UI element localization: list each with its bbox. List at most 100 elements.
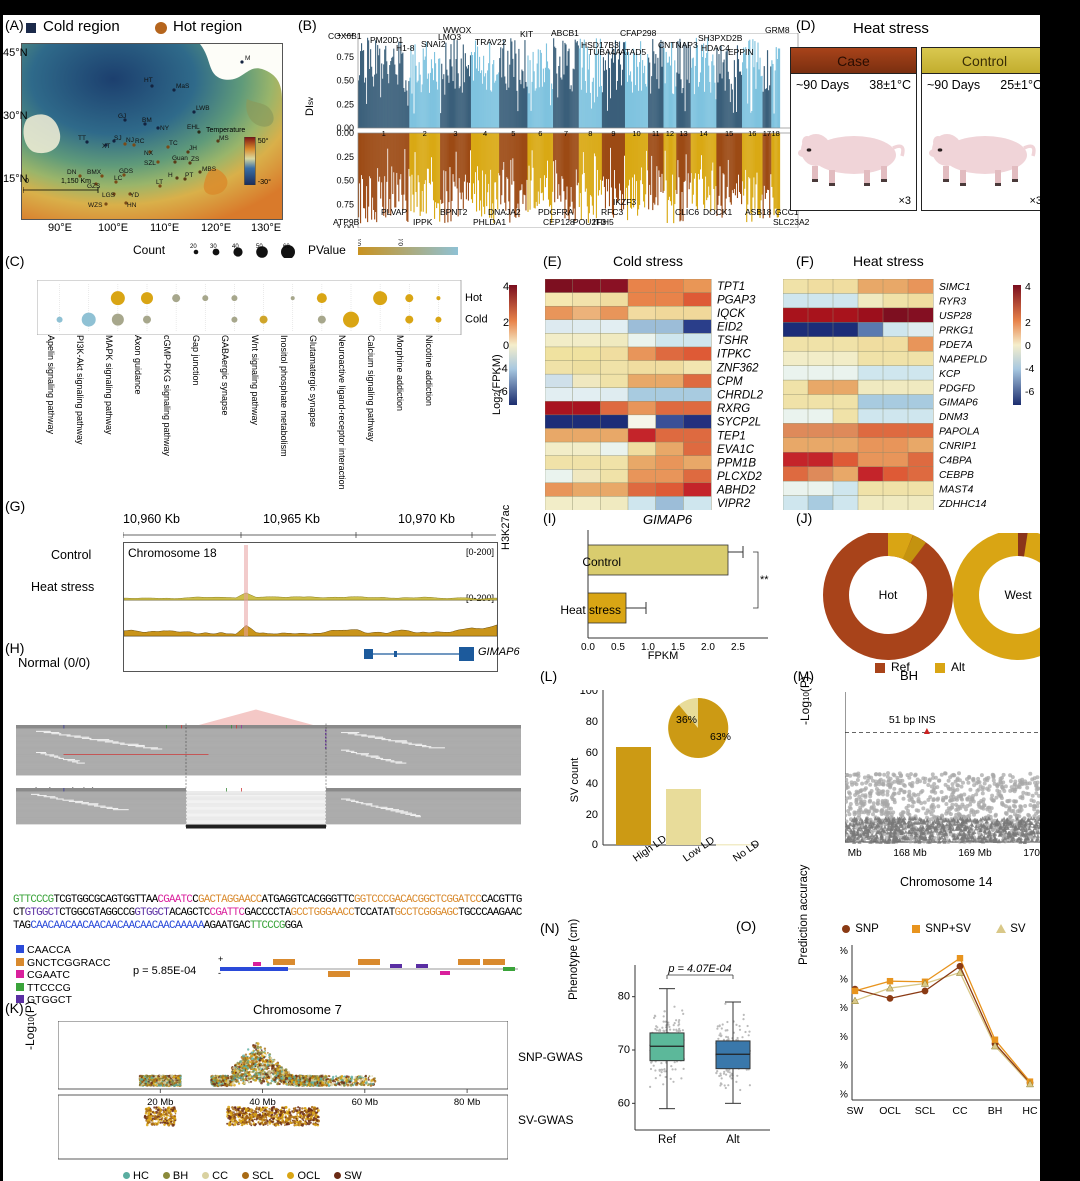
svg-text:PT: PT bbox=[185, 172, 193, 179]
svg-text:CEBPB: CEBPB bbox=[939, 470, 974, 481]
svg-text:FPKM: FPKM bbox=[648, 650, 679, 660]
svg-text:50: 50 bbox=[256, 244, 263, 250]
svg-text:HN: HN bbox=[127, 202, 137, 209]
svg-text:80 Mb: 80 Mb bbox=[454, 1097, 480, 1108]
svg-text:Hot: Hot bbox=[879, 588, 898, 602]
svg-text:0.0: 0.0 bbox=[581, 642, 595, 653]
svg-text:C4BPA: C4BPA bbox=[939, 455, 972, 466]
svg-text:0.50: 0.50 bbox=[336, 176, 354, 186]
svg-text:PDGFD: PDGFD bbox=[939, 383, 976, 394]
svg-text:YD: YD bbox=[130, 192, 139, 199]
svg-text:0.75: 0.75 bbox=[336, 199, 354, 209]
svg-text:0.5: 0.5 bbox=[611, 642, 625, 653]
svg-text:15: 15 bbox=[725, 129, 733, 138]
svg-text:PAPOLA: PAPOLA bbox=[939, 427, 980, 438]
svg-text:LC: LC bbox=[114, 175, 123, 182]
svg-text:+: + bbox=[218, 954, 223, 964]
svg-text:TSHR: TSHR bbox=[717, 335, 748, 347]
svg-text:ZS: ZS bbox=[191, 156, 200, 163]
svg-text:Guan: Guan bbox=[172, 155, 188, 162]
svg-text:0.25: 0.25 bbox=[336, 152, 354, 162]
svg-text:13: 13 bbox=[679, 129, 687, 138]
svg-text:TEP1: TEP1 bbox=[717, 430, 746, 442]
svg-text:SYCP2L: SYCP2L bbox=[717, 417, 761, 429]
svg-text:11: 11 bbox=[652, 129, 660, 138]
svg-text:XT: XT bbox=[102, 143, 110, 150]
svg-text:9: 9 bbox=[611, 129, 615, 138]
svg-text:West: West bbox=[1004, 588, 1032, 602]
svg-text:Cold: Cold bbox=[465, 314, 488, 326]
svg-text:MAST4: MAST4 bbox=[939, 484, 974, 495]
svg-text:ZDHHC14: ZDHHC14 bbox=[938, 499, 987, 510]
svg-text:50°: 50° bbox=[258, 137, 269, 145]
svg-text:GJ: GJ bbox=[118, 113, 126, 120]
svg-text:ZNF362: ZNF362 bbox=[716, 362, 759, 374]
svg-text:60: 60 bbox=[283, 244, 290, 250]
svg-text:10: 10 bbox=[632, 129, 640, 138]
svg-text:6: 6 bbox=[538, 129, 542, 138]
svg-text:RXRG: RXRG bbox=[717, 403, 750, 415]
svg-text:SJ: SJ bbox=[114, 135, 122, 142]
svg-text:8: 8 bbox=[588, 129, 592, 138]
svg-text:60 Mb: 60 Mb bbox=[352, 1097, 378, 1108]
svg-text:TPT1: TPT1 bbox=[717, 281, 745, 293]
svg-text:EID2: EID2 bbox=[717, 322, 743, 334]
svg-text:4: 4 bbox=[483, 129, 487, 138]
svg-text:IQCK: IQCK bbox=[717, 308, 746, 320]
svg-text:NX: NX bbox=[144, 150, 154, 157]
svg-text:0.25: 0.25 bbox=[336, 99, 354, 109]
svg-text:BM: BM bbox=[142, 117, 152, 124]
svg-text:0.001: 0.001 bbox=[358, 239, 363, 246]
svg-text:7: 7 bbox=[564, 129, 568, 138]
svg-text:20: 20 bbox=[190, 244, 197, 250]
svg-text:20 Mb: 20 Mb bbox=[147, 1097, 173, 1108]
svg-text:NJ: NJ bbox=[126, 137, 134, 144]
svg-text:USP28: USP28 bbox=[939, 311, 972, 322]
svg-text:EVA1C: EVA1C bbox=[717, 444, 755, 456]
svg-text:NAPEPLD: NAPEPLD bbox=[939, 354, 988, 365]
svg-text:MaS: MaS bbox=[176, 83, 190, 90]
svg-text:17: 17 bbox=[763, 129, 771, 138]
svg-text:BMX: BMX bbox=[87, 169, 102, 176]
svg-text:SZL: SZL bbox=[144, 160, 156, 167]
svg-text:KCP: KCP bbox=[939, 369, 960, 380]
svg-text:2.0: 2.0 bbox=[701, 642, 715, 653]
svg-text:LWB: LWB bbox=[196, 105, 210, 112]
svg-text:0.002: 0.002 bbox=[398, 239, 405, 246]
svg-text:HT: HT bbox=[144, 77, 153, 84]
svg-text:NY: NY bbox=[160, 125, 170, 132]
svg-text:DNM3: DNM3 bbox=[939, 412, 968, 423]
svg-text:JH: JH bbox=[189, 145, 197, 152]
svg-text:2.5: 2.5 bbox=[731, 642, 745, 653]
svg-text:40: 40 bbox=[232, 244, 239, 250]
svg-text:GIMAP6: GIMAP6 bbox=[939, 398, 978, 409]
svg-text:TT: TT bbox=[78, 135, 86, 142]
svg-text:WZS: WZS bbox=[88, 202, 103, 209]
svg-text:30: 30 bbox=[210, 244, 217, 250]
svg-text:RYR3: RYR3 bbox=[939, 297, 966, 308]
svg-text:ITPKC: ITPKC bbox=[717, 349, 752, 361]
svg-text:PRKG1: PRKG1 bbox=[939, 326, 974, 337]
svg-text:LGS: LGS bbox=[102, 192, 116, 199]
svg-text:PPM1B: PPM1B bbox=[717, 457, 756, 469]
svg-text:TC: TC bbox=[169, 140, 178, 147]
svg-text:DN: DN bbox=[67, 169, 77, 176]
svg-text:ABHD2: ABHD2 bbox=[716, 485, 756, 497]
svg-text:-30°: -30° bbox=[258, 177, 271, 185]
svg-text:14: 14 bbox=[699, 129, 707, 138]
svg-text:40 Mb: 40 Mb bbox=[249, 1097, 275, 1108]
svg-text:2: 2 bbox=[423, 129, 427, 138]
svg-text:CNRIP1: CNRIP1 bbox=[939, 441, 977, 452]
svg-text:**: ** bbox=[760, 574, 769, 586]
svg-text:12: 12 bbox=[666, 129, 674, 138]
svg-text:Hot: Hot bbox=[465, 292, 482, 304]
svg-text:PLCXD2: PLCXD2 bbox=[717, 471, 762, 483]
svg-text:CHRDL2: CHRDL2 bbox=[717, 390, 764, 402]
svg-text:CPM: CPM bbox=[717, 376, 743, 388]
svg-text:16: 16 bbox=[748, 129, 756, 138]
svg-text:1: 1 bbox=[382, 129, 386, 138]
svg-text:18: 18 bbox=[772, 129, 780, 138]
svg-text:3: 3 bbox=[453, 129, 457, 138]
svg-text:M: M bbox=[245, 55, 250, 62]
svg-text:5: 5 bbox=[511, 129, 515, 138]
